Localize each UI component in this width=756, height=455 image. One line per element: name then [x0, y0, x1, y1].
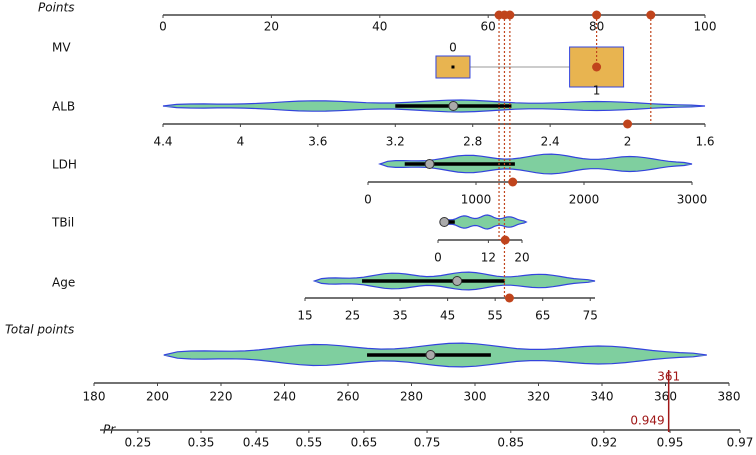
tick-label: 0.65 — [351, 436, 378, 450]
tick-label: 1000 — [461, 193, 492, 207]
category-label: 0 — [449, 41, 457, 55]
tick-label: 0.92 — [591, 436, 618, 450]
tick-label: 2.4 — [541, 135, 560, 149]
median — [448, 101, 459, 111]
tick-label: 1.6 — [695, 135, 714, 149]
tick-label: 20 — [514, 251, 529, 265]
median — [425, 350, 436, 360]
tick-label: 65 — [535, 309, 550, 323]
violin — [378, 153, 693, 175]
tick-label: 3.2 — [386, 135, 405, 149]
observed-points — [499, 10, 509, 20]
category-label: 1 — [593, 84, 601, 98]
tick-label: 280 — [400, 390, 423, 404]
observed-pr-label: 0.949 — [630, 414, 664, 428]
observed-points — [592, 10, 602, 20]
tick-label: 2.8 — [463, 135, 482, 149]
tick-label: 220 — [210, 390, 233, 404]
tick-label: 0.25 — [125, 436, 152, 450]
tick-label: 3000 — [677, 193, 708, 207]
tick-label: 4.4 — [153, 135, 172, 149]
tick-label: 340 — [591, 390, 614, 404]
total-label: Total points — [5, 323, 74, 337]
tick-label: 0.95 — [657, 436, 684, 450]
median — [424, 159, 435, 169]
tick-label: 40 — [372, 20, 387, 34]
category-center — [451, 65, 455, 69]
observed-value — [592, 62, 602, 72]
tick-label: 0.85 — [497, 436, 524, 450]
tick-label: 0.35 — [188, 436, 215, 450]
tick-label: 0 — [159, 20, 167, 34]
observed-value — [504, 293, 514, 303]
observed-value — [500, 235, 510, 245]
tick-label: 75 — [583, 309, 598, 323]
tick-label: 0.75 — [414, 436, 441, 450]
tick-label: 320 — [527, 390, 550, 404]
variable-label: MV — [52, 41, 71, 55]
tick-label: 200 — [146, 390, 169, 404]
tick-label: 300 — [464, 390, 487, 404]
tick-label: 55 — [488, 309, 503, 323]
tick-label: 0.55 — [296, 436, 323, 450]
tick-label: 20 — [264, 20, 279, 34]
median — [452, 276, 463, 286]
variable-label: TBil — [51, 216, 74, 230]
tick-label: 0 — [364, 193, 372, 207]
tick-label: 0 — [434, 251, 442, 265]
tick-label: 2 — [624, 135, 632, 149]
violin — [439, 214, 528, 230]
tick-label: 4 — [237, 135, 245, 149]
variable-label: ALB — [52, 100, 75, 114]
tick-label: 25 — [345, 309, 360, 323]
tick-label: 45 — [440, 309, 455, 323]
observed-value — [508, 177, 518, 187]
tick-label: 0.45 — [243, 436, 270, 450]
tick-label: 3.6 — [308, 135, 327, 149]
tick-label: 380 — [718, 390, 741, 404]
tick-label: 60 — [481, 20, 496, 34]
variable-label: Age — [52, 276, 75, 290]
tick-label: 2000 — [569, 193, 600, 207]
tick-label: 180 — [83, 390, 106, 404]
tick-label: 240 — [273, 390, 296, 404]
tick-label: 80 — [589, 20, 604, 34]
variable-label: LDH — [52, 158, 77, 172]
median — [439, 217, 450, 227]
observed-total-label: 361 — [657, 370, 680, 384]
tick-label: 35 — [392, 309, 407, 323]
tick-label: 260 — [337, 390, 360, 404]
observed-value — [623, 119, 633, 129]
tick-label: 0.97 — [727, 436, 754, 450]
points-label: Points — [38, 1, 74, 15]
observed-points — [646, 10, 656, 20]
tick-label: 100 — [694, 20, 717, 34]
tick-label: 360 — [654, 390, 677, 404]
tick-label: 15 — [297, 309, 312, 323]
tick-label: 12 — [481, 251, 496, 265]
